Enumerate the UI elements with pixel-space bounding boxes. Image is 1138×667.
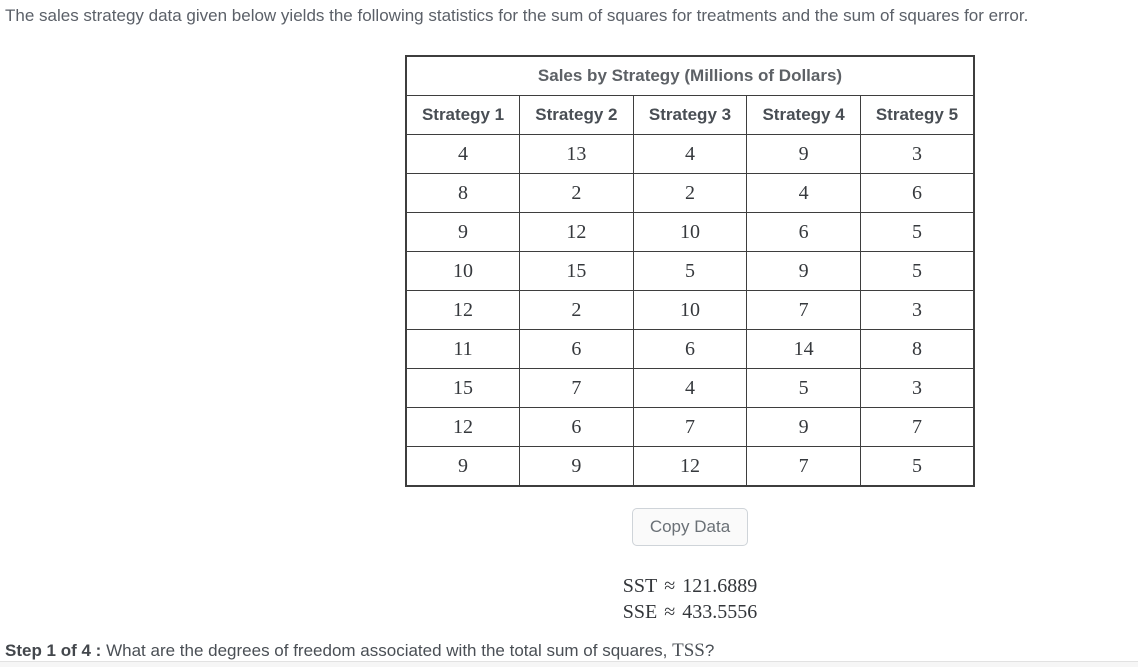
table-cell: 5	[859, 251, 975, 291]
table-cell: 12	[519, 212, 634, 252]
sst-value: 121.6889	[682, 575, 758, 597]
table-row: 4 13 4 9 3	[405, 134, 975, 174]
table-cell: 8	[859, 329, 975, 369]
table-cell: 10	[632, 290, 748, 330]
table-cell: 9	[746, 134, 861, 174]
table-cell: 7	[519, 368, 634, 408]
column-header-strategy-2: Strategy 2	[519, 95, 634, 135]
table-cell: 9	[746, 407, 861, 447]
copy-data-button[interactable]: Copy Data	[631, 508, 749, 546]
table-cell: 12	[405, 290, 521, 330]
table-row: 9 9 12 7 5	[405, 446, 975, 487]
table-cell: 14	[746, 329, 861, 369]
table-cell: 4	[746, 173, 861, 213]
table-cell: 7	[859, 407, 975, 447]
statistics-block: SST ≈121.6889 SSE ≈433.5556	[405, 573, 975, 625]
copy-data-button-row: Copy Data	[405, 508, 975, 546]
table-cell: 9	[405, 212, 521, 252]
problem-statement: The sales strategy data given below yiel…	[5, 6, 1029, 25]
table-row: 11 6 6 14 8	[405, 329, 975, 369]
table-cell: 3	[859, 134, 975, 174]
table-cell: 9	[405, 446, 521, 487]
column-header-strategy-3: Strategy 3	[632, 95, 748, 135]
table-cell: 7	[632, 407, 748, 447]
approx-symbol: ≈	[664, 575, 676, 597]
table-cell: 12	[405, 407, 521, 447]
table-cell: 7	[746, 290, 861, 330]
table-cell: 10	[632, 212, 748, 252]
table-cell: 15	[519, 251, 634, 291]
table-cell: 10	[405, 251, 521, 291]
sse-value: 433.5556	[682, 601, 758, 623]
table-title: Sales by Strategy (Millions of Dollars)	[405, 55, 975, 96]
table-cell: 5	[746, 368, 861, 408]
question-mark: ?	[704, 641, 715, 660]
table-cell: 4	[632, 134, 748, 174]
sse-label: SSE	[622, 601, 658, 623]
table-cell: 15	[405, 368, 521, 408]
table-row: 8 2 2 4 6	[405, 173, 975, 213]
table-cell: 12	[632, 446, 748, 487]
table-cell: 5	[859, 446, 975, 487]
table-row: 12 2 10 7 3	[405, 290, 975, 330]
table-cell: 5	[859, 212, 975, 252]
table-cell: 11	[405, 329, 521, 369]
sales-by-strategy-table: Sales by Strategy (Millions of Dollars) …	[405, 55, 975, 487]
column-header-strategy-4: Strategy 4	[746, 95, 861, 135]
table-cell: 3	[859, 368, 975, 408]
sst-label: SST	[622, 575, 658, 597]
table-cell: 8	[405, 173, 521, 213]
table-cell: 6	[632, 329, 748, 369]
table-cell: 6	[519, 407, 634, 447]
table-cell: 6	[859, 173, 975, 213]
content-column: Sales by Strategy (Millions of Dollars) …	[405, 55, 975, 625]
column-header-strategy-5: Strategy 5	[859, 95, 975, 135]
table-cell: 4	[405, 134, 521, 174]
approx-symbol: ≈	[664, 601, 676, 623]
table-cell: 4	[632, 368, 748, 408]
step-question-text: What are the degrees of freedom associat…	[106, 641, 673, 660]
table-cell: 2	[519, 173, 634, 213]
table-row: 15 7 4 5 3	[405, 368, 975, 408]
tss-term: TSS	[672, 640, 705, 661]
table-row: 12 6 7 9 7	[405, 407, 975, 447]
column-header-strategy-1: Strategy 1	[405, 95, 521, 135]
table-cell: 13	[519, 134, 634, 174]
table-cell: 6	[746, 212, 861, 252]
section-divider	[0, 661, 1138, 667]
table-header-row: Strategy 1 Strategy 2 Strategy 3 Strateg…	[405, 95, 975, 135]
table-cell: 7	[746, 446, 861, 487]
step-label: Step 1 of 4 :	[5, 641, 102, 660]
sse-statistic: SSE ≈433.5556	[623, 599, 757, 625]
sst-statistic: SST ≈121.6889	[623, 573, 757, 599]
table-cell: 6	[519, 329, 634, 369]
table-cell: 5	[632, 251, 748, 291]
table-cell: 3	[859, 290, 975, 330]
table-cell: 9	[746, 251, 861, 291]
step-question: Step 1 of 4 : What are the degrees of fr…	[5, 640, 714, 662]
table-cell: 2	[632, 173, 748, 213]
table-cell: 9	[519, 446, 634, 487]
table-row: 9 12 10 6 5	[405, 212, 975, 252]
table-row: 10 15 5 9 5	[405, 251, 975, 291]
table-cell: 2	[519, 290, 634, 330]
